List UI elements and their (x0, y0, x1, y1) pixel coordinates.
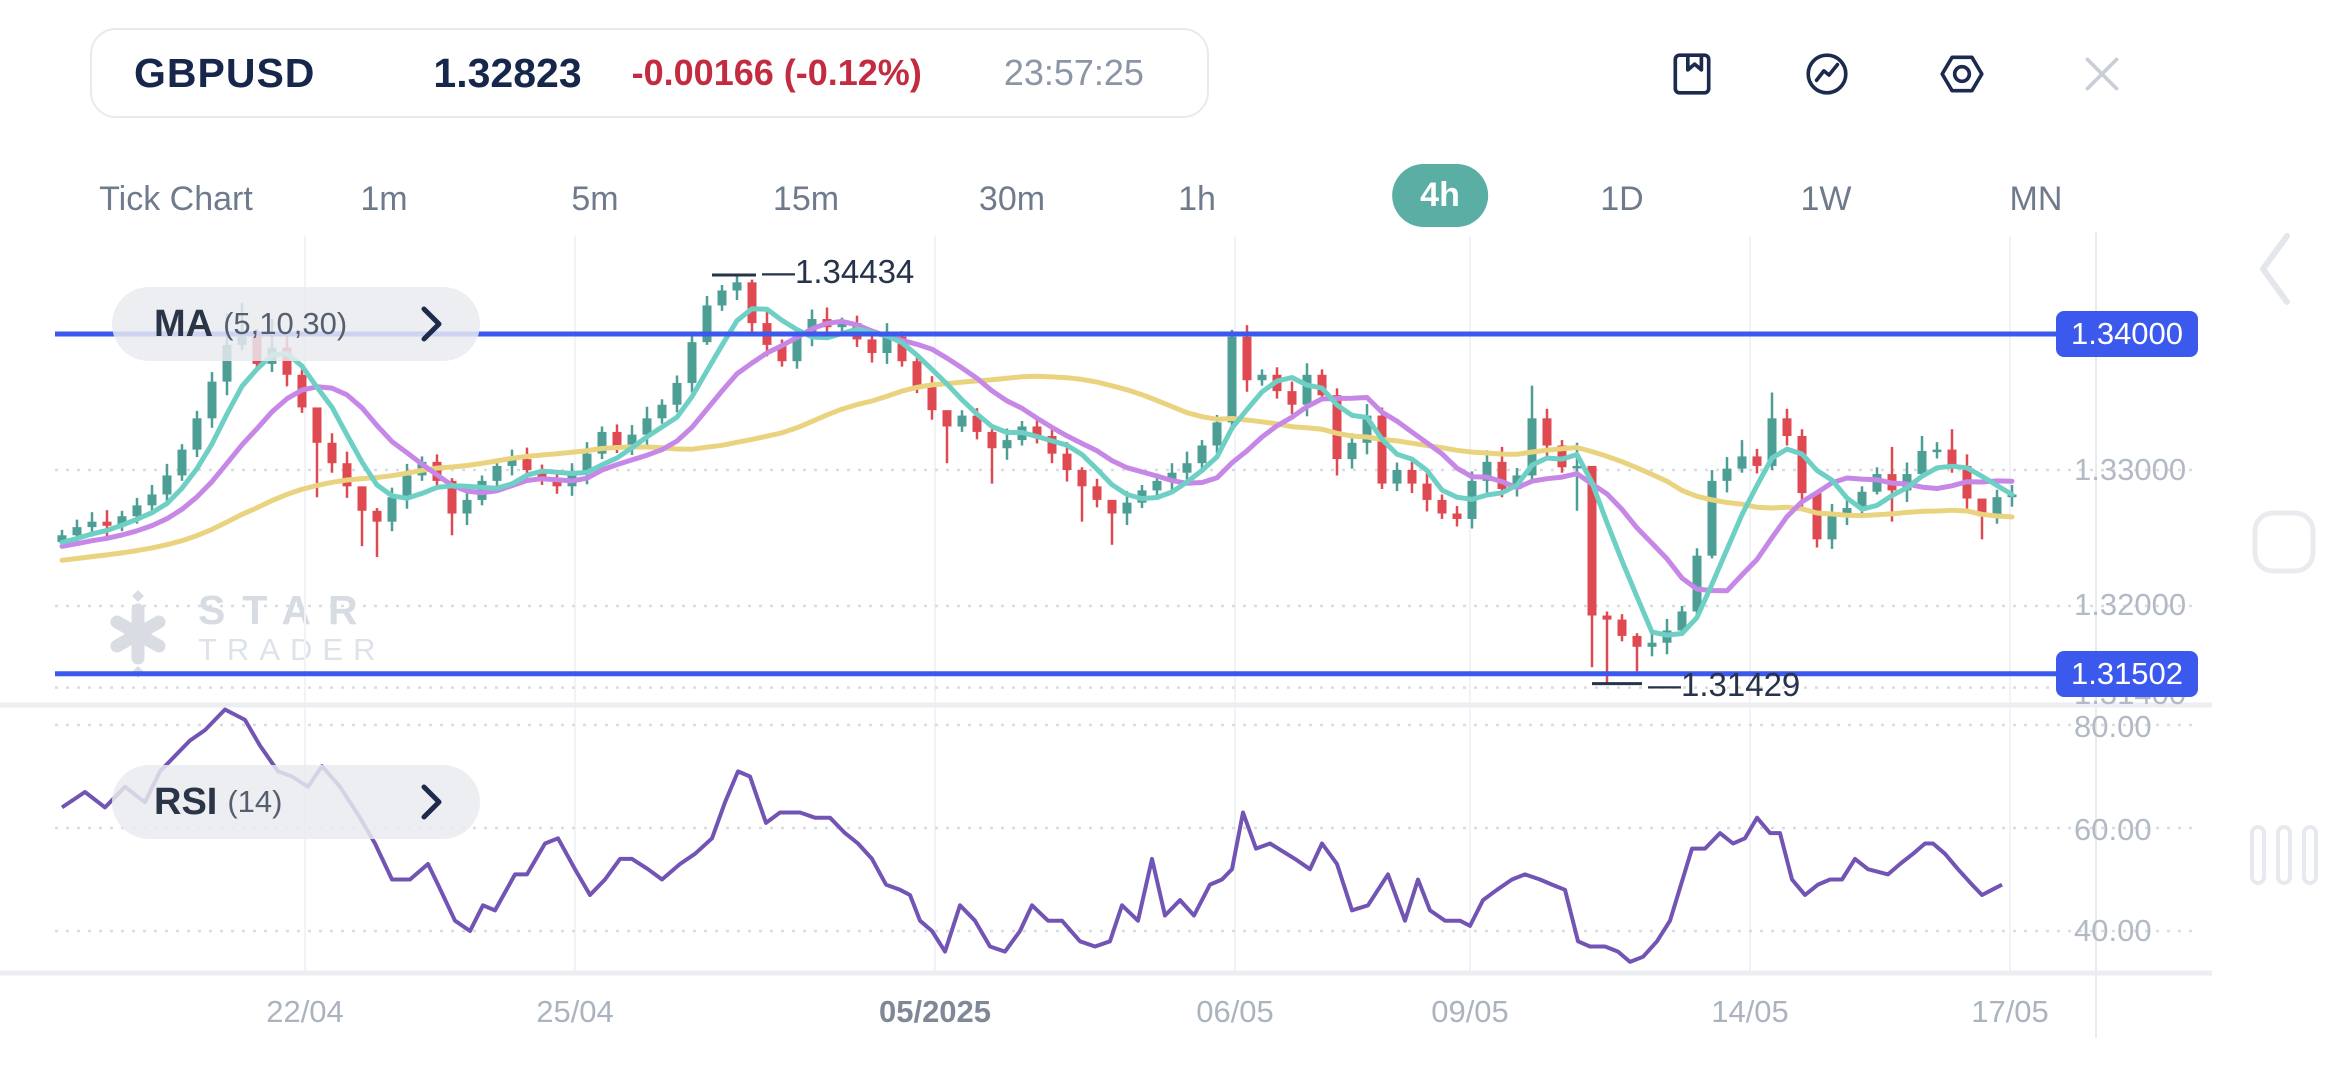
tab-15m[interactable]: 15m (772, 180, 840, 218)
tab-4h[interactable]: 4h (1392, 164, 1488, 227)
three-bars-icon (2250, 825, 2318, 885)
close-button[interactable] (2078, 50, 2126, 98)
rsi-label: RSI (154, 780, 218, 823)
rsi-axis-label: 40.00 (2074, 913, 2152, 948)
date-axis-label: 17/05 (1971, 994, 2049, 1029)
symbol-name: GBPUSD (134, 49, 316, 96)
tab-1w[interactable]: 1W (1800, 180, 1852, 218)
price-change: -0.00166 (-0.12%) (631, 52, 922, 93)
price-axis-label: 1.32000 (2074, 587, 2187, 622)
star-logo-icon (110, 590, 166, 678)
trend-icon (1806, 53, 1848, 95)
rsi-line (60, 707, 2003, 964)
tab-mn[interactable]: MN (2009, 180, 2063, 218)
bookmark-icon (1673, 53, 1711, 95)
tab-tick-chart[interactable]: Tick Chart (99, 180, 253, 218)
ma-indicator-badge[interactable]: MA (5,10,30) (112, 287, 480, 361)
settings-button[interactable] (1938, 50, 1986, 98)
bookmark-button[interactable] (1668, 50, 1716, 98)
watermark-line2: TRADER (198, 632, 386, 667)
ma30-line (59, 373, 2015, 563)
rsi-params: (14) (227, 784, 283, 819)
rsi-axis-label: 80.00 (2074, 709, 2152, 744)
ma5-line (59, 306, 2015, 638)
symbol-header-card: GBPUSD 1.32823 -0.00166 (-0.12%) 23:57:2… (90, 28, 1209, 118)
high-annotation: —1.34434 (762, 253, 915, 290)
ma-label: MA (154, 302, 214, 345)
close-icon (2085, 57, 2119, 91)
watermark-line1: STAR (198, 587, 375, 633)
settings-icon (1940, 55, 1984, 93)
chevron-right-icon (420, 783, 444, 821)
indicators-button[interactable] (1803, 50, 1851, 98)
squircle-icon (2252, 510, 2316, 574)
tab-1m[interactable]: 1m (360, 180, 408, 218)
rsi-indicator-badge[interactable]: RSI (14) (112, 765, 480, 839)
date-axis-label: 25/04 (536, 994, 614, 1029)
low-annotation: —1.31429 (1648, 666, 1801, 703)
drawing-tool-button[interactable] (2248, 506, 2320, 583)
date-axis-label: 09/05 (1431, 994, 1509, 1029)
price-level-badge-high[interactable]: 1.34000 (2056, 311, 2198, 357)
rsi-axis-label: 60.00 (2074, 812, 2152, 847)
date-axis-label: 14/05 (1711, 994, 1789, 1029)
tab-5m[interactable]: 5m (571, 180, 619, 218)
panes-layout-button[interactable] (2246, 822, 2322, 893)
tab-30m[interactable]: 30m (978, 180, 1046, 218)
chevron-right-icon (420, 305, 444, 343)
price-level-badge-low[interactable]: 1.31502 (2056, 651, 2198, 697)
date-axis-label: 22/04 (266, 994, 344, 1029)
quote-time: 23:57:25 (1003, 52, 1144, 93)
date-axis-label: 06/05 (1196, 994, 1274, 1029)
ma-params: (5,10,30) (223, 306, 348, 341)
price-axis-label: 1.33000 (2074, 452, 2187, 487)
last-price: 1.32823 (433, 49, 582, 96)
tab-1h[interactable]: 1h (1178, 180, 1216, 218)
tab-1d[interactable]: 1D (1600, 180, 1644, 218)
date-axis-label: 05/2025 (878, 994, 992, 1029)
watermark: STAR TRADER (100, 588, 385, 680)
collapse-panel-button[interactable] (2256, 230, 2294, 313)
chevron-left-icon (2260, 233, 2290, 305)
ma10-line (59, 318, 2015, 594)
